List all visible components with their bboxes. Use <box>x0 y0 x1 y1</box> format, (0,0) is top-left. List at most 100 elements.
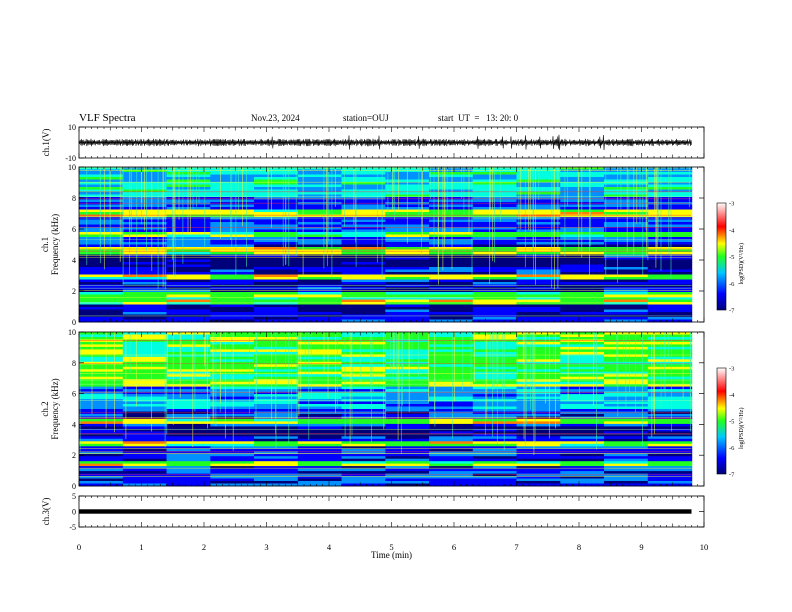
spectrogram-cell <box>516 297 561 300</box>
spectrogram-cell <box>122 471 168 474</box>
spectrogram-cell <box>297 339 343 343</box>
spectrogram-cell <box>122 346 168 350</box>
spectrogram-cell <box>385 478 430 482</box>
spectrogram-cell <box>385 344 430 348</box>
spectrogram-cell <box>297 277 343 280</box>
spectrogram-cell <box>210 262 255 265</box>
y-tick-label: 0 <box>72 318 76 327</box>
spectrogram-cell <box>647 456 693 460</box>
spectrogram-cell <box>210 227 255 230</box>
spectrogram-cell <box>341 242 386 245</box>
spectrogram-cell <box>429 187 474 190</box>
spectrogram-cell <box>297 466 343 469</box>
spectrogram-cell <box>560 297 605 300</box>
spectrogram-cell <box>472 344 518 348</box>
panel-label: ch.2 <box>40 401 50 416</box>
spectrogram-cell <box>429 237 474 240</box>
spectrogram-cell <box>472 254 518 258</box>
spectrogram-cell <box>210 224 255 228</box>
spectrogram-cell <box>254 229 299 233</box>
spectrogram-cell <box>647 234 693 238</box>
spectrogram-cell <box>385 414 430 417</box>
spectrogram-cell <box>341 282 386 285</box>
spectrogram-cell <box>122 478 168 482</box>
waveform-trace <box>79 509 692 514</box>
spectrogram-cell <box>297 264 343 268</box>
spectrogram-cell <box>341 272 386 275</box>
spectrogram-cell <box>122 379 168 383</box>
spectrogram-cell <box>122 297 168 300</box>
spectrogram-cell <box>560 341 605 345</box>
spectrogram-cell <box>429 219 474 223</box>
spectrogram-cell <box>166 471 211 474</box>
spectrogram-cell <box>647 473 693 477</box>
spectrogram-cell <box>472 272 518 275</box>
spectrogram-cell <box>429 189 474 193</box>
spectrogram-cell <box>385 384 430 388</box>
spectrogram-cell <box>429 381 474 385</box>
spectrogram-cell <box>297 476 343 479</box>
spectrogram-cell <box>516 332 561 335</box>
spectrogram-cell <box>385 269 430 273</box>
spectrogram-cell <box>79 247 124 250</box>
spectrogram-cell <box>254 292 299 295</box>
spectrogram-cell <box>79 234 124 238</box>
spectrogram-cell <box>79 406 124 410</box>
spectrogram-cell <box>560 396 605 400</box>
spectrogram-cell <box>647 259 693 263</box>
spectrogram-cell <box>210 212 255 215</box>
spectrogram-cell <box>472 409 518 412</box>
spectrogram-cell <box>385 433 430 437</box>
spectrogram-cell <box>122 189 168 193</box>
spectrogram-cell <box>560 468 605 472</box>
spectrogram-cell <box>385 334 430 338</box>
spectrogram-cell <box>472 426 518 430</box>
spectrogram-cell <box>516 204 561 208</box>
spectrogram-cell <box>385 456 430 460</box>
spectrogram-cell <box>79 204 124 208</box>
spectrogram-cell <box>210 337 255 340</box>
spectrogram-cell <box>79 217 124 220</box>
spectrogram-cell <box>166 441 211 445</box>
spectrogram-cell <box>210 179 255 183</box>
spectrogram-cell <box>254 307 299 310</box>
spectrogram-cell <box>385 381 430 385</box>
spectrogram-cell <box>472 396 518 400</box>
spectrogram-cell <box>604 244 649 248</box>
spectrogram-cell <box>604 194 649 198</box>
spectrogram-cell <box>210 222 255 225</box>
spectrogram-cell <box>122 374 168 378</box>
spectrogram-cell <box>297 222 343 225</box>
spectrogram-cell <box>472 172 518 175</box>
spectrogram-cell <box>516 292 561 295</box>
spectrogram-cell <box>79 334 124 338</box>
spectrogram-cell <box>297 182 343 185</box>
spectrogram-cell <box>166 237 211 240</box>
spectrogram-cell <box>210 458 255 462</box>
spectrogram-cell <box>560 426 605 430</box>
spectrogram-cell <box>429 307 474 310</box>
spectrogram-cell <box>297 167 343 170</box>
y-tick-label: 10 <box>68 328 76 337</box>
spectrogram-cell <box>647 284 693 288</box>
spectrogram-cell <box>560 471 605 474</box>
spectrogram-cell <box>341 207 386 210</box>
spectrogram-cell <box>210 292 255 295</box>
spectrogram-cell <box>341 257 386 260</box>
colorbar-tick-label: -7 <box>729 472 735 479</box>
spectrogram-cell <box>210 366 255 370</box>
spectrogram-cell <box>429 224 474 228</box>
spectrogram-cell <box>647 217 693 220</box>
spectrogram-cell <box>210 169 255 173</box>
spectrogram-cell <box>516 468 561 472</box>
spectrogram-cell <box>516 421 561 425</box>
y-tick-label: 0 <box>72 482 76 491</box>
spectrogram-cell <box>472 259 518 263</box>
spectrogram-cell <box>166 466 211 469</box>
spectrogram-cell <box>429 247 474 250</box>
spectrogram-cell <box>341 229 386 233</box>
spectrogram-cell <box>429 304 474 308</box>
spectrogram-cell <box>429 376 474 380</box>
spectrogram-cell <box>210 302 255 305</box>
